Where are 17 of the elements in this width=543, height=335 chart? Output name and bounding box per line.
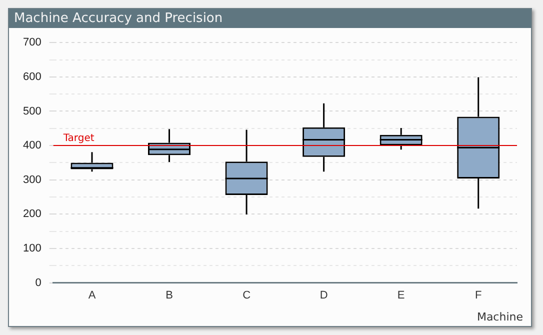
y-tick-label: 300 xyxy=(22,174,42,186)
x-tick-label: A xyxy=(88,289,96,302)
x-tick-label: C xyxy=(242,289,251,302)
y-tick-label: 0 xyxy=(35,276,42,289)
y-tick-label: 500 xyxy=(22,105,42,118)
y-tick-label: 700 xyxy=(22,36,42,49)
y-tick-label: 100 xyxy=(22,242,42,255)
y-tick-label: 600 xyxy=(22,70,42,83)
x-tick-label: F xyxy=(474,289,482,302)
y-tick-label: 200 xyxy=(22,208,42,220)
x-axis-title: Machine xyxy=(476,310,524,324)
x-tick-label: D xyxy=(320,289,328,302)
x-tick-label: E xyxy=(397,289,405,302)
ref-line-label: Target xyxy=(62,133,94,144)
chart-title: Machine Accuracy and Precision xyxy=(9,9,531,28)
x-tick-label: B xyxy=(166,289,173,302)
y-tick-label: 400 xyxy=(22,140,42,152)
